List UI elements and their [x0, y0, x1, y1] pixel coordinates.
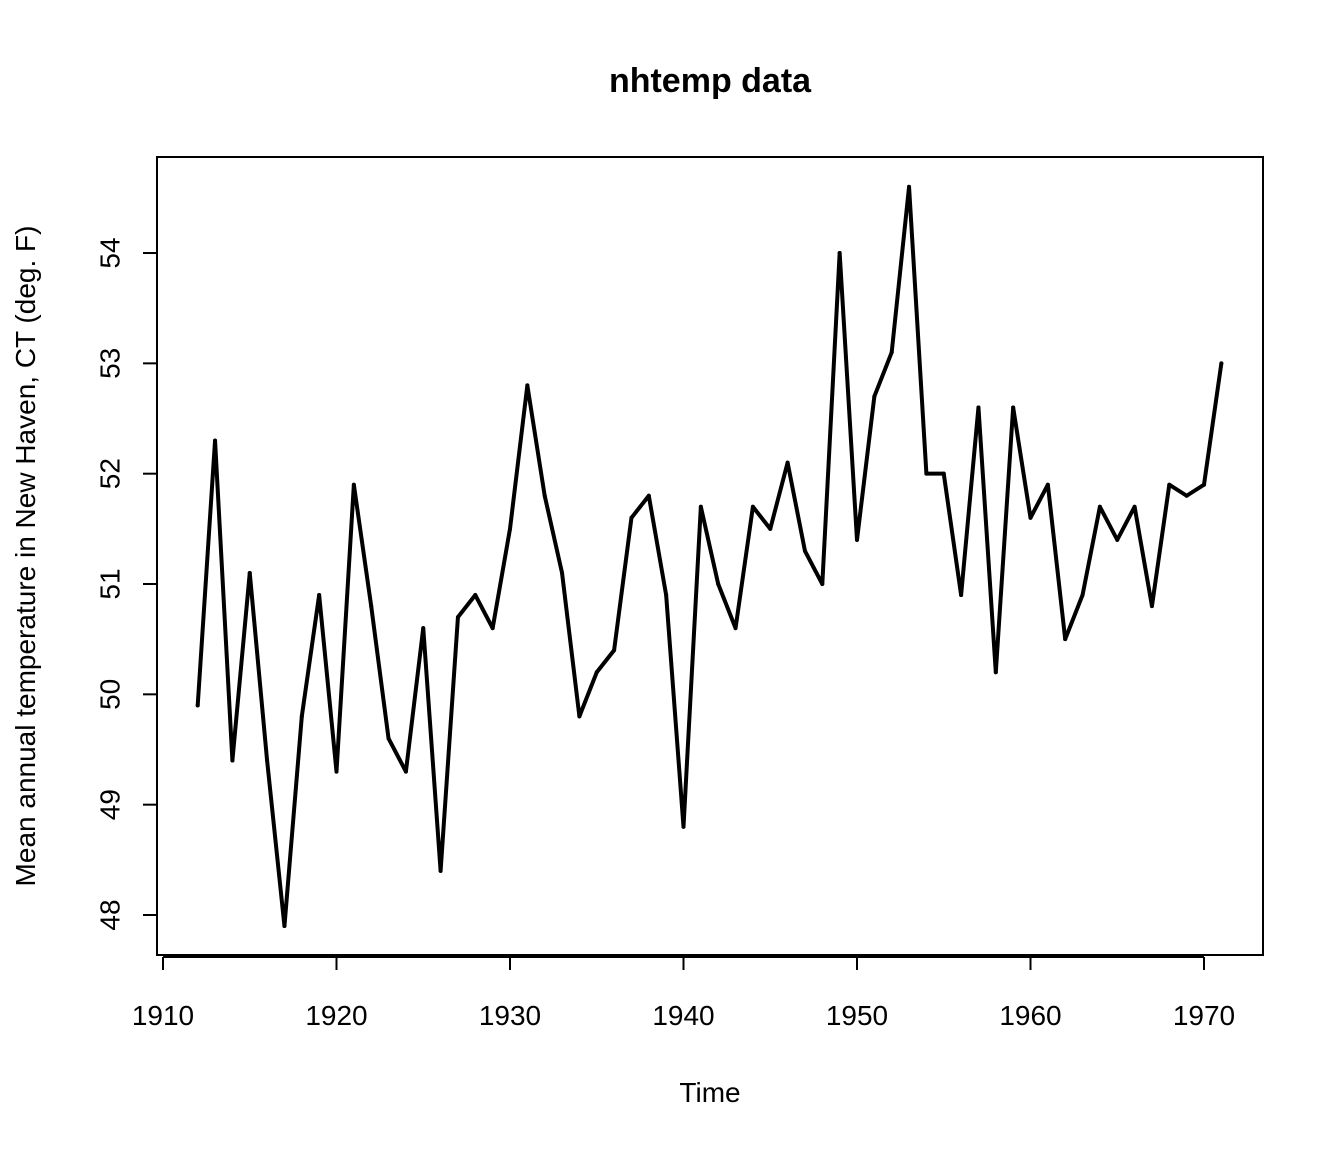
data-point [542, 493, 547, 498]
data-point [438, 868, 443, 873]
data-point [508, 526, 512, 531]
data-point [716, 582, 721, 587]
data-point [907, 184, 912, 189]
data-point [334, 769, 339, 774]
data-point [386, 736, 391, 741]
data-point [872, 394, 877, 399]
data-point [473, 593, 478, 598]
data-point [1115, 537, 1120, 542]
data-point [213, 438, 218, 443]
data-point [369, 604, 374, 609]
data-point [299, 714, 304, 719]
data-point [525, 383, 530, 388]
x-tick-label: 1970 [1173, 1000, 1235, 1031]
data-point [403, 769, 408, 774]
data-point [594, 670, 599, 675]
data-point [1097, 504, 1102, 509]
x-tick-label: 1940 [652, 1000, 714, 1031]
data-point [664, 593, 669, 598]
y-tick-label: 53 [95, 348, 126, 379]
data-point [1080, 593, 1085, 598]
data-point [837, 251, 842, 256]
data-point [265, 758, 270, 763]
data-points [195, 184, 1224, 929]
data-point [785, 460, 790, 465]
data-point [1063, 637, 1068, 642]
data-point [317, 593, 322, 598]
data-point [976, 405, 981, 410]
x-axis: 1910 1920 1930 1940 1950 1960 1970 [132, 956, 1235, 1031]
series-line [195, 184, 1224, 929]
data-point [698, 504, 703, 509]
data-point [993, 670, 998, 675]
y-tick-label: 50 [95, 679, 126, 710]
y-tick-label: 49 [95, 789, 126, 820]
data-point [855, 537, 859, 542]
y-tick-label: 48 [95, 899, 126, 930]
data-point [195, 703, 200, 708]
data-point [351, 482, 356, 487]
data-point [802, 548, 807, 553]
data-point [490, 626, 495, 631]
data-point [282, 924, 287, 929]
x-axis-label: Time [679, 1077, 740, 1108]
data-point [1045, 482, 1050, 487]
data-point [421, 626, 426, 631]
data-point [889, 350, 894, 355]
data-point [629, 515, 634, 520]
data-point [560, 570, 565, 575]
data-point [941, 471, 946, 476]
data-point [820, 582, 825, 587]
data-point [612, 648, 617, 653]
data-point [455, 615, 460, 620]
data-point [768, 526, 773, 531]
data-point [924, 471, 929, 476]
data-point [247, 570, 252, 575]
data-point [646, 493, 651, 498]
data-point [1149, 604, 1154, 609]
data-point [1028, 515, 1033, 520]
data-point [1184, 493, 1189, 498]
data-point [1219, 361, 1224, 366]
data-point [1167, 482, 1172, 487]
data-point [750, 504, 755, 509]
y-tick-label: 51 [95, 568, 126, 599]
data-point [1132, 504, 1137, 509]
y-axis: 48 49 50 51 52 53 54 [95, 237, 158, 931]
x-tick-label: 1950 [826, 1000, 888, 1031]
x-tick-label: 1920 [305, 1000, 367, 1031]
data-point [733, 626, 738, 631]
data-point [1202, 482, 1206, 487]
data-point [577, 714, 582, 719]
data-point [1011, 405, 1016, 410]
x-tick-label: 1960 [999, 1000, 1061, 1031]
y-tick-label: 54 [95, 237, 126, 268]
y-axis-label: Mean annual temperature in New Haven, CT… [10, 226, 41, 887]
data-point [959, 593, 964, 598]
x-tick-label: 1930 [479, 1000, 541, 1031]
x-tick-label: 1910 [132, 1000, 194, 1031]
y-tick-label: 52 [95, 458, 126, 489]
data-point [230, 758, 235, 763]
data-point [681, 824, 686, 829]
chart-title: nhtemp data [609, 62, 812, 100]
